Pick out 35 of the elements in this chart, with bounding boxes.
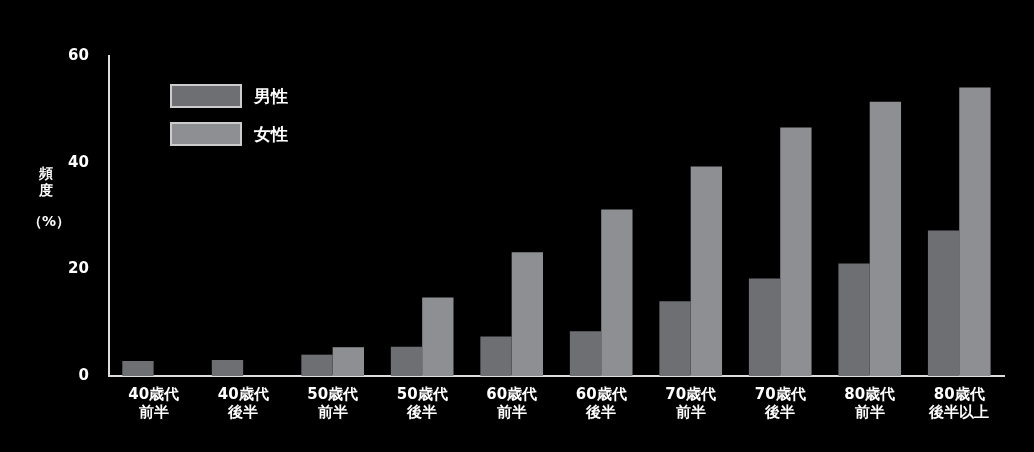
bar: [332, 347, 364, 376]
bar: [690, 166, 723, 376]
x-tick-label: 60歳代前半: [486, 384, 538, 421]
bar: [869, 101, 902, 376]
x-tick-label: 40歳代後半: [217, 384, 269, 421]
x-tick-label: 60歳代後半: [575, 384, 627, 421]
x-tick-label: 70歳代後半: [754, 384, 806, 421]
bar: [838, 263, 870, 376]
bar: [211, 360, 244, 376]
bar: [480, 336, 512, 376]
legend-label: 女性: [254, 122, 288, 146]
bar: [511, 252, 544, 376]
bar: [959, 87, 991, 376]
bar: [569, 331, 602, 376]
x-tick-label: 80歳代前半: [844, 384, 896, 421]
y-tick-label: 20: [68, 259, 89, 278]
x-tick-label: 50歳代後半: [396, 384, 448, 421]
legend-label: 男性: [254, 84, 288, 108]
bar: [659, 301, 691, 376]
x-tick-label: 80歳代後半以上: [928, 384, 990, 421]
bar: [780, 127, 812, 376]
bar: [122, 361, 154, 376]
y-tick-label: 0: [78, 365, 89, 384]
y-axis-title: 頻度（%）: [28, 165, 71, 230]
bar: [601, 209, 633, 376]
y-tick-label: 60: [68, 45, 89, 64]
bar: [422, 297, 454, 376]
bar: [390, 346, 423, 376]
bar: [301, 354, 333, 376]
y-tick-label: 40: [68, 152, 89, 171]
x-tick-label: 40歳代前半: [128, 384, 180, 421]
bar: [927, 230, 960, 376]
x-tick-label: 70歳代前半: [665, 384, 717, 421]
x-tick-label: 50歳代前半: [307, 384, 359, 421]
bar: [748, 278, 781, 376]
